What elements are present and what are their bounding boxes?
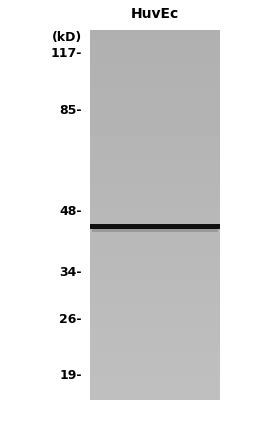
Text: (kD): (kD) <box>52 31 82 45</box>
Bar <box>92 229 218 232</box>
Bar <box>90 224 220 229</box>
Text: HuvEc: HuvEc <box>131 7 179 21</box>
Text: 26-: 26- <box>59 313 82 326</box>
Text: 34-: 34- <box>59 266 82 279</box>
Bar <box>90 30 220 400</box>
Text: 19-: 19- <box>59 369 82 382</box>
Text: 48-: 48- <box>59 205 82 218</box>
Text: 117-: 117- <box>51 47 82 60</box>
Text: 85-: 85- <box>59 104 82 117</box>
